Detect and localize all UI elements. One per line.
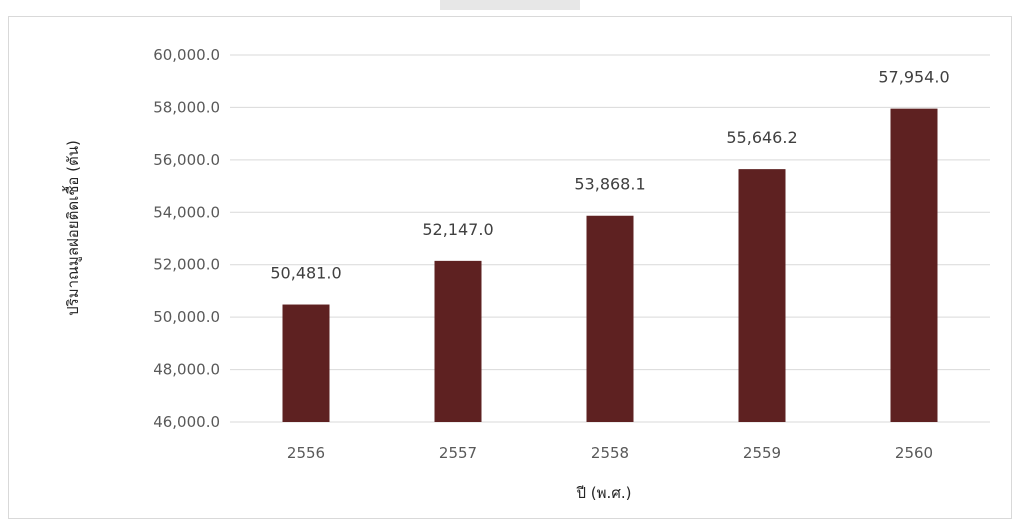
data-label-2556: 50,481.0 [270, 264, 341, 283]
data-labels: 50,481.0 52,147.0 53,868.1 55,646.2 57,954.0 [270, 68, 949, 283]
x-axis-label: ปี (พ.ศ.) [576, 484, 632, 502]
y-axis-label: ปริมาณมูลฝอยติดเชื้อ (ตัน) [62, 140, 82, 316]
y-tick-label: 56,000.0 [153, 151, 220, 169]
data-label-2557: 52,147.0 [422, 220, 493, 239]
data-label-2560: 57,954.0 [878, 68, 949, 87]
y-tick-label: 60,000.0 [153, 46, 220, 64]
x-tick-label-2557: 2557 [439, 444, 477, 462]
y-axis-ticks: 46,000.0 48,000.0 50,000.0 52,000.0 54,000.0… [153, 46, 220, 431]
x-axis-ticks: 2556 2557 2558 2559 2560 [287, 444, 933, 462]
x-tick-label-2559: 2559 [743, 444, 781, 462]
chart-frame [8, 16, 1012, 519]
bar-2557 [434, 260, 482, 422]
bar-2559 [738, 169, 786, 422]
bars [282, 108, 938, 422]
data-label-2559: 55,646.2 [726, 128, 797, 147]
y-tick-label: 54,000.0 [153, 203, 220, 221]
bar-2558 [586, 215, 634, 422]
y-tick-label: 52,000.0 [153, 256, 220, 274]
x-tick-label-2556: 2556 [287, 444, 325, 462]
bar-2556 [282, 304, 330, 422]
data-label-2558: 53,868.1 [574, 175, 645, 194]
y-tick-label: 48,000.0 [153, 361, 220, 379]
x-tick-label-2560: 2560 [895, 444, 933, 462]
y-tick-label: 58,000.0 [153, 98, 220, 116]
y-tick-label: 46,000.0 [153, 413, 220, 431]
bar-2560 [890, 108, 938, 422]
watermark-fragment [440, 0, 580, 10]
y-tick-label: 50,000.0 [153, 308, 220, 326]
x-tick-label-2558: 2558 [591, 444, 629, 462]
